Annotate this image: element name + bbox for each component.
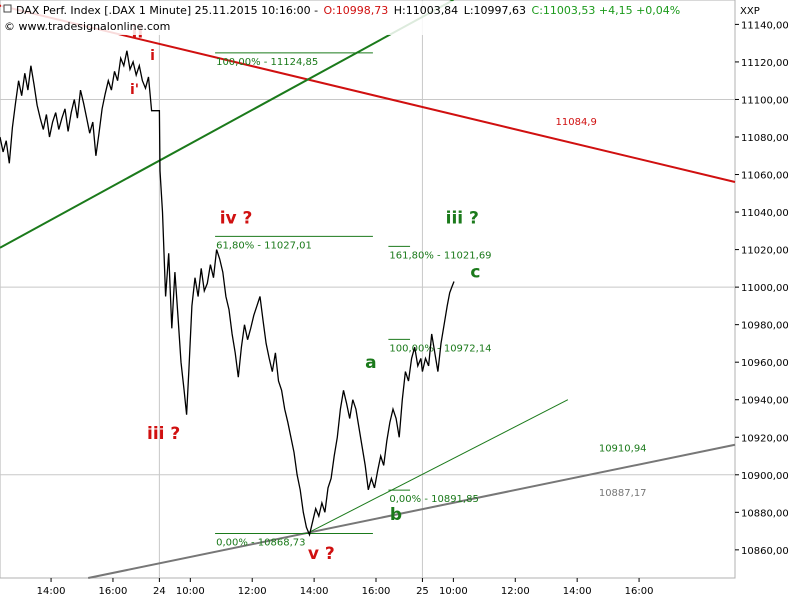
x-tick-label: 12:00 bbox=[501, 586, 530, 597]
fib-label: 0,00% - 10891,85 bbox=[389, 494, 478, 505]
watermark: © www.tradesignalonline.com bbox=[4, 20, 170, 33]
x-tick-label: 24 bbox=[153, 586, 166, 597]
y-tick-label: 11120,00 bbox=[741, 58, 789, 69]
wave-label: i' bbox=[130, 82, 139, 98]
y-tick-label: 11040,00 bbox=[741, 208, 789, 219]
menu-icon[interactable] bbox=[3, 4, 12, 13]
value-label: 11084,9 bbox=[556, 117, 597, 128]
wave-label: iv ? bbox=[220, 208, 253, 228]
y-tick-label: 10880,00 bbox=[741, 508, 789, 519]
trendline-gray bbox=[87, 443, 736, 579]
x-tick-label: 16:00 bbox=[99, 586, 128, 597]
y-tick-label: 11020,00 bbox=[741, 246, 789, 257]
fib-label: 0,00% - 10868,73 bbox=[216, 537, 305, 548]
wave-label: iii ? bbox=[446, 208, 479, 228]
header-open: O:10998,73 bbox=[324, 4, 389, 17]
wave-label: v ? bbox=[308, 544, 335, 564]
y-tick-label: 11140,00 bbox=[741, 20, 789, 31]
wave-label: i bbox=[150, 48, 155, 64]
svg-text:DAX Perf. Index [.DAX 1 Minut: DAX Perf. Index [.DAX 1 Minute] 25.11.20… bbox=[16, 4, 680, 17]
x-tick-label: 14:00 bbox=[37, 586, 66, 597]
x-tick-label: 10:00 bbox=[176, 586, 205, 597]
x-tick-label: 16:00 bbox=[625, 586, 654, 597]
header-low: L:10997,63 bbox=[464, 4, 526, 17]
header-high: H:11003,84 bbox=[394, 4, 458, 17]
x-tick-label: 14:00 bbox=[563, 586, 592, 597]
y-axis: 11140,00 11120,00 11100,00 11080,00 11060,00… bbox=[735, 20, 789, 557]
y-tick-label: 10960,00 bbox=[741, 358, 789, 369]
grid bbox=[0, 0, 735, 578]
value-labels: 11084,9 10910,94 10887,17 bbox=[556, 117, 647, 499]
price-series bbox=[0, 50, 455, 537]
y-tick-label: 10980,00 bbox=[741, 321, 789, 332]
y-tick-label: 10860,00 bbox=[741, 546, 789, 557]
fib-label: 161,80% - 11021,69 bbox=[389, 250, 491, 261]
header-close: C:11003,53 +4,15 +0,04% bbox=[532, 4, 681, 17]
trendlines bbox=[0, 0, 736, 579]
y-tick-label: 11060,00 bbox=[741, 171, 789, 182]
header-symbol: DAX Perf. Index [.DAX 1 Minute] 25.11.20… bbox=[16, 4, 318, 17]
y-tick-label: 10940,00 bbox=[741, 396, 789, 407]
trendline-red bbox=[0, 4, 736, 184]
wave-label: b bbox=[390, 505, 402, 525]
trendline-green-thin bbox=[307, 399, 569, 534]
trendline-green bbox=[0, 0, 454, 249]
y-tick-label: 11000,00 bbox=[741, 283, 789, 294]
x-tick-label: 25 bbox=[416, 586, 429, 597]
x-axis: 14:00 16:00 24 10:00 12:00 14:00 16:00 25 10:00 1… bbox=[37, 578, 654, 597]
header: DAX Perf. Index [.DAX 1 Minute] 25.11.20… bbox=[1, 1, 680, 35]
y-tick-label: 11080,00 bbox=[741, 133, 789, 144]
wave-label: iii ? bbox=[147, 424, 180, 444]
value-label: 10887,17 bbox=[599, 488, 647, 499]
fib-label: 61,80% - 11027,01 bbox=[216, 240, 312, 251]
value-label: 10910,94 bbox=[599, 443, 647, 454]
y-tick-label: 11100,00 bbox=[741, 95, 789, 106]
x-tick-label: 14:00 bbox=[300, 586, 329, 597]
wave-label: c bbox=[470, 263, 480, 283]
y-tick-label: 10900,00 bbox=[741, 471, 789, 482]
wave-label: a bbox=[365, 353, 376, 373]
axis-code: XXP bbox=[740, 6, 760, 17]
header-bg bbox=[1, 1, 561, 35]
x-tick-label: 16:00 bbox=[362, 586, 391, 597]
price-line bbox=[0, 50, 455, 537]
fib-label: 100,00% - 11124,85 bbox=[216, 57, 318, 68]
y-tick-label: 10920,00 bbox=[741, 433, 789, 444]
x-tick-label: 10:00 bbox=[439, 586, 468, 597]
x-tick-label: 12:00 bbox=[238, 586, 267, 597]
